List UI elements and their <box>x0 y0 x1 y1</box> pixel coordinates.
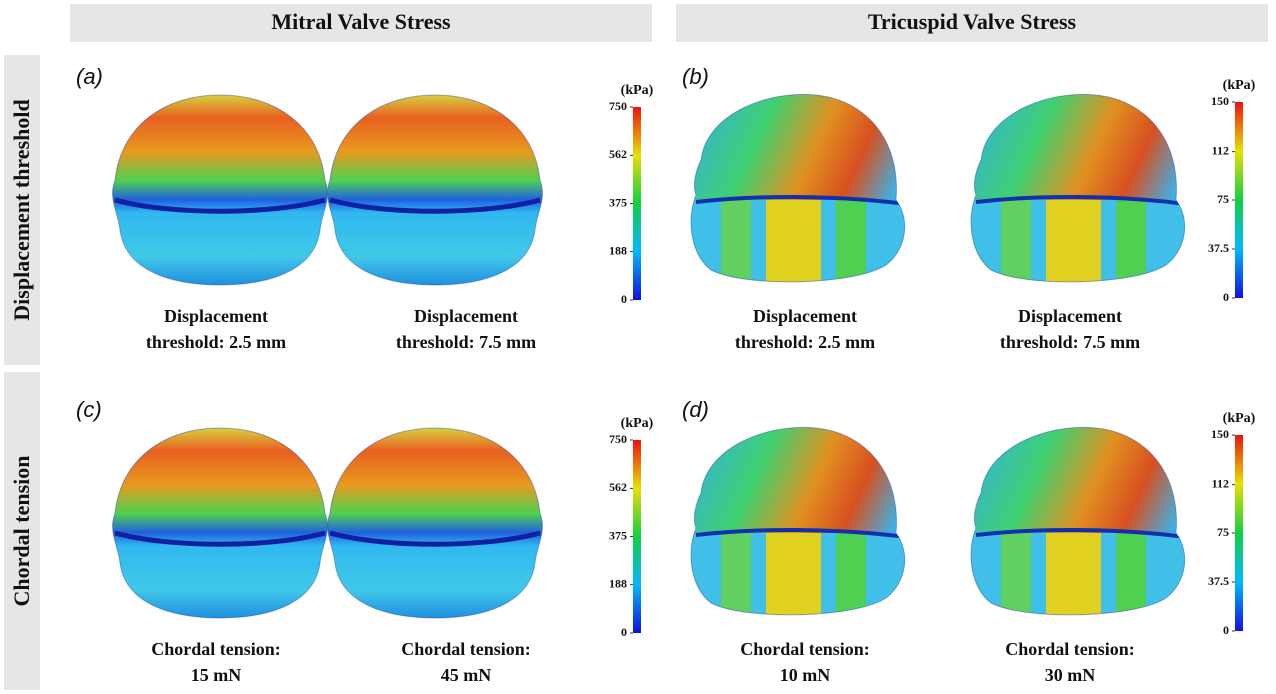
stripe <box>1046 200 1101 300</box>
valve-render <box>686 427 916 633</box>
colorbar-tick-label: 0 <box>621 292 627 306</box>
caption: Chordal tension: <box>151 639 281 659</box>
colorbar-tick-label: 375 <box>609 528 627 542</box>
colorbar-tick-label: 37.5 <box>1208 574 1229 588</box>
valve-surface <box>113 95 328 285</box>
colorbar-tick-label: 0 <box>1223 623 1229 637</box>
colorbar-tick-label: 37.5 <box>1208 241 1229 255</box>
panel: (a) Displacement threshold: 2.5 mm Displace… <box>76 64 654 352</box>
row-header: Displacement threshold <box>9 99 34 320</box>
caption: 45 mN <box>441 665 492 685</box>
panel: (c) Chordal tension: 15 mN Chordal tension:… <box>76 397 654 685</box>
colorbar-tick-label: 112 <box>1212 143 1229 157</box>
caption: 15 mN <box>191 665 242 685</box>
colorbar-tick-label: 188 <box>609 576 627 590</box>
stripe <box>836 200 866 300</box>
colorbar-unit: (kPa) <box>1223 411 1256 426</box>
figure: Mitral Valve Stress Tricuspid Valve Stre… <box>0 0 1276 694</box>
caption: Chordal tension: <box>1005 639 1135 659</box>
colorbar-unit: (kPa) <box>1223 78 1256 93</box>
stripe <box>1046 533 1101 633</box>
colorbar <box>633 107 641 300</box>
valve-surface <box>328 428 543 618</box>
caption: Displacement <box>753 306 857 326</box>
valve-detail <box>686 530 916 633</box>
colorbar-tick-label: 750 <box>609 99 627 113</box>
colorbar-tick-label: 562 <box>609 480 627 494</box>
colorbar-tick-label: 0 <box>621 625 627 639</box>
stripe <box>766 533 821 633</box>
caption: Chordal tension: <box>401 639 531 659</box>
colorbar-unit: (kPa) <box>621 83 654 98</box>
valve-render <box>686 94 916 300</box>
colorbar <box>1235 435 1243 631</box>
caption: Displacement <box>164 306 268 326</box>
colorbar-tick-label: 375 <box>609 195 627 209</box>
colorbar-tick-label: 562 <box>609 147 627 161</box>
stripe <box>836 533 866 633</box>
valve-surface <box>113 428 328 618</box>
panels: (a) Displacement threshold: 2.5 mm Displace… <box>76 64 1256 685</box>
caption: threshold: 7.5 mm <box>1000 332 1140 352</box>
panel: (b) Displacement threshold: 2.5 mm Displace… <box>682 64 1256 352</box>
stripe <box>1116 200 1146 300</box>
column-header: Mitral Valve Stress <box>271 9 451 34</box>
valve-detail <box>966 530 1196 633</box>
colorbar-tick-label: 75 <box>1217 525 1229 539</box>
colorbar-tick-label: 112 <box>1212 476 1229 490</box>
colorbar-tick-label: 750 <box>609 432 627 446</box>
valve-render <box>328 428 543 618</box>
valve-surface <box>328 95 543 285</box>
valve-detail <box>966 197 1196 300</box>
panel-letter: (c) <box>76 397 102 422</box>
colorbar-tick-label: 75 <box>1217 192 1229 206</box>
colorbar-tick-label: 150 <box>1211 94 1229 108</box>
stripe <box>721 533 751 633</box>
panel-letter: (b) <box>682 64 709 89</box>
panel-letter: (a) <box>76 64 103 89</box>
colorbar <box>1235 102 1243 298</box>
valve-detail <box>686 197 916 300</box>
panel: (d) Chordal tension: 10 mN Chordal tension:… <box>682 397 1256 685</box>
colorbar-tick-label: 150 <box>1211 427 1229 441</box>
caption: Displacement <box>414 306 518 326</box>
caption: Chordal tension: <box>740 639 870 659</box>
caption: threshold: 2.5 mm <box>146 332 286 352</box>
colorbar-tick-label: 188 <box>609 243 627 257</box>
colorbar-tick-label: 0 <box>1223 290 1229 304</box>
caption: threshold: 2.5 mm <box>735 332 875 352</box>
caption: threshold: 7.5 mm <box>396 332 536 352</box>
row-header: Chordal tension <box>9 456 34 607</box>
valve-render <box>113 428 328 618</box>
stripe <box>1116 533 1146 633</box>
caption: 30 mN <box>1045 665 1096 685</box>
stripe <box>721 200 751 300</box>
colorbar <box>633 440 641 633</box>
valve-render <box>966 427 1196 633</box>
stripe <box>1001 200 1031 300</box>
valve-render <box>113 95 328 285</box>
column-header: Tricuspid Valve Stress <box>868 9 1077 34</box>
colorbar-unit: (kPa) <box>621 416 654 431</box>
stripe <box>766 200 821 300</box>
valve-render <box>966 94 1196 300</box>
stripe <box>1001 533 1031 633</box>
caption: Displacement <box>1018 306 1122 326</box>
caption: 10 mN <box>780 665 831 685</box>
panel-letter: (d) <box>682 397 709 422</box>
valve-render <box>328 95 543 285</box>
